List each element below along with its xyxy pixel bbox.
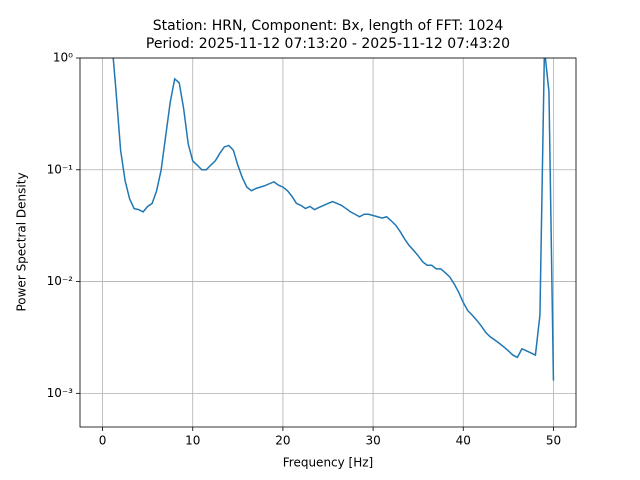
x-tick-label: 50 (546, 434, 561, 448)
y-tick-label: 10⁰ (53, 51, 73, 65)
x-tick-label: 0 (99, 434, 107, 448)
data-line (112, 58, 555, 381)
chart-title: Station: HRN, Component: Bx, length of F… (153, 18, 504, 34)
x-tick-label: 20 (275, 434, 290, 448)
y-axis-label: Power Spectral Density (15, 172, 29, 311)
x-axis-label: Frequency [Hz] (283, 456, 374, 470)
x-tick-label: 30 (365, 434, 380, 448)
x-tick-label: 10 (185, 434, 200, 448)
plot-frame (79, 57, 577, 428)
y-tick-label: 10⁻¹ (47, 162, 74, 176)
y-tick-label: 10⁻² (47, 274, 74, 288)
y-tick-label: 10⁻³ (47, 386, 74, 400)
x-tick-label: 40 (456, 434, 471, 448)
chart-title: Period: 2025-11-12 07:13:20 - 2025-11-12… (146, 36, 510, 52)
